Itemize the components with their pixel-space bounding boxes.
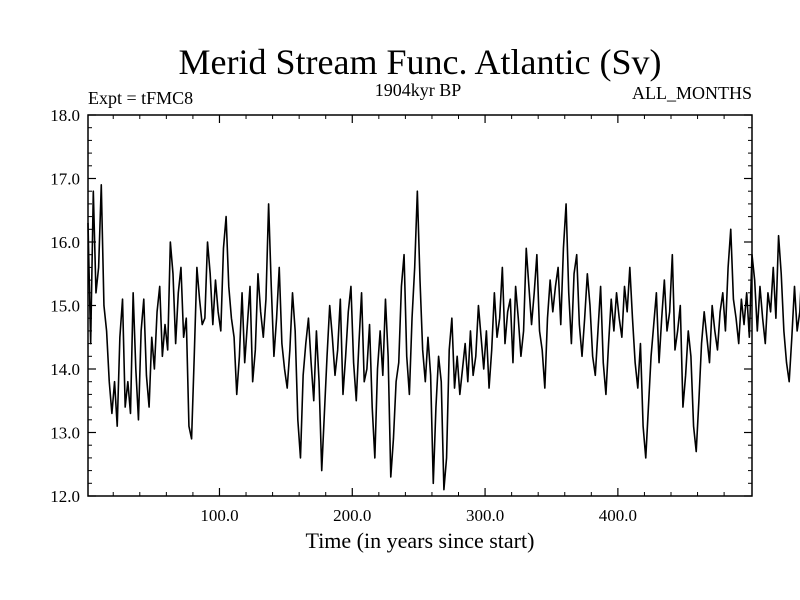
y-tick-label: 12.0 — [50, 487, 80, 506]
y-tick-label: 17.0 — [50, 170, 80, 189]
y-tick-label: 15.0 — [50, 297, 80, 316]
period-label: 1904kyr BP — [375, 80, 462, 100]
y-tick-label: 13.0 — [50, 424, 80, 443]
y-tick-label: 16.0 — [50, 233, 80, 252]
series-layer — [87, 184, 800, 491]
y-tick-label: 14.0 — [50, 360, 80, 379]
x-tick-label: 400.0 — [599, 506, 637, 525]
chart-title: Merid Stream Func. Atlantic (Sv) — [179, 42, 662, 82]
series-line — [87, 184, 800, 491]
x-tick-label: 100.0 — [200, 506, 238, 525]
x-axis-label: Time (in years since start) — [306, 528, 535, 553]
experiment-label: Expt = tFMC8 — [88, 88, 193, 108]
y-tick-label: 18.0 — [50, 106, 80, 125]
plot-frame — [87, 114, 753, 497]
months-label: ALL_MONTHS — [632, 83, 752, 103]
x-tick-label: 300.0 — [466, 506, 504, 525]
x-tick-label: 200.0 — [333, 506, 371, 525]
